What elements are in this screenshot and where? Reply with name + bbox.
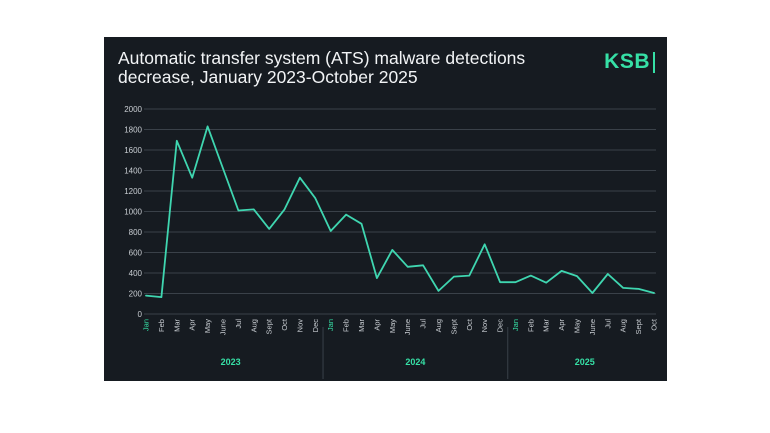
x-tick-label: May — [388, 319, 397, 333]
brand-bar-icon — [653, 51, 655, 73]
year-label: 2025 — [575, 357, 595, 367]
year-label: 2023 — [221, 357, 241, 367]
x-tick-label: Jul — [603, 319, 612, 329]
x-tick-label: Mar — [357, 319, 366, 332]
x-tick-label: Dec — [311, 319, 320, 333]
x-tick-label: Oct — [650, 318, 659, 331]
y-tick-label: 1200 — [124, 187, 142, 196]
year-label: 2024 — [405, 357, 425, 367]
x-tick-label: Nov — [295, 319, 304, 333]
x-tick-label: Mar — [172, 319, 181, 332]
ksb-logo: KSB — [604, 50, 655, 74]
x-tick-label: Jan — [511, 319, 520, 331]
chart-card: Automatic transfer system (ATS) malware … — [104, 37, 667, 381]
x-tick-label: Feb — [157, 319, 166, 332]
y-gridlines — [144, 108, 656, 315]
y-tick-label: 1000 — [124, 208, 142, 217]
brand-label: KSB — [604, 50, 650, 73]
y-tick-label: 400 — [129, 269, 143, 278]
x-tick-label: June — [218, 319, 227, 335]
x-tick-label: June — [588, 319, 597, 335]
x-tick-label: Oct — [280, 318, 289, 331]
x-tick-label: Jul — [419, 319, 428, 329]
y-tick-label: 1400 — [124, 167, 142, 176]
x-tick-label: Sept — [449, 318, 458, 334]
x-tick-label: Feb — [526, 319, 535, 332]
line-chart: 0 200 400 600 800 1000 1200 1400 1600 1800 2000 Jan… — [124, 105, 659, 379]
x-tick-label: Feb — [342, 319, 351, 332]
x-tick-label: May — [203, 319, 212, 333]
y-tick-label: 200 — [129, 290, 143, 299]
x-tick-label: Aug — [619, 319, 628, 332]
x-tick-label: Sept — [265, 318, 274, 334]
x-tick-label: Sept — [634, 318, 643, 334]
x-tick-label: Apr — [188, 318, 197, 330]
x-tick-label: Jan — [326, 319, 335, 331]
x-tick-label: Oct — [465, 318, 474, 331]
x-tick-label: Jan — [142, 319, 151, 331]
x-tick-label: Jul — [234, 319, 243, 329]
y-tick-label: 600 — [129, 249, 143, 258]
x-tick-label: Nov — [480, 319, 489, 333]
x-tick-label: May — [573, 319, 582, 333]
x-tick-label: Apr — [557, 318, 566, 330]
y-tick-label: 1800 — [124, 126, 142, 135]
x-tick-label: Aug — [434, 319, 443, 332]
y-tick-label: 2000 — [124, 105, 142, 114]
y-tick-label: 1600 — [124, 146, 142, 155]
x-tick-label: Mar — [542, 319, 551, 332]
chart-title: Automatic transfer system (ATS) malware … — [118, 48, 526, 87]
x-tick-label: June — [403, 319, 412, 335]
x-tick-label: Dec — [496, 319, 505, 333]
series-line — [145, 125, 655, 299]
x-tick-label: Aug — [249, 319, 258, 332]
x-tick-label: Apr — [372, 318, 381, 330]
y-tick-label: 0 — [138, 310, 143, 319]
y-tick-label: 800 — [129, 228, 143, 237]
